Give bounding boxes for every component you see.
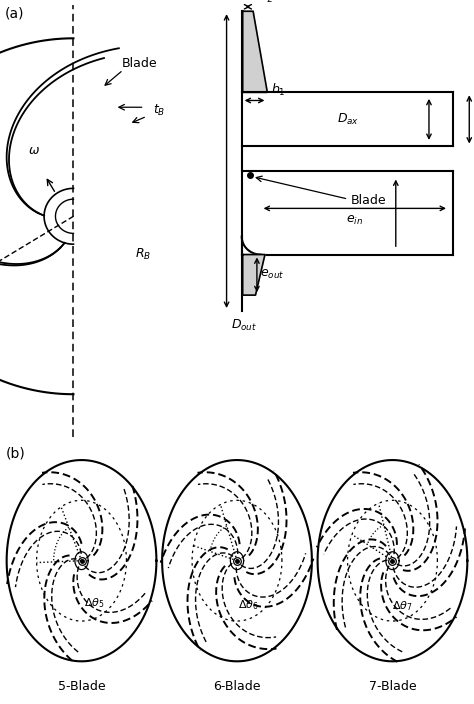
Text: 6-Blade: 6-Blade xyxy=(213,681,261,693)
Polygon shape xyxy=(243,255,265,295)
Text: (b): (b) xyxy=(6,446,26,460)
Text: $b_1$: $b_1$ xyxy=(271,82,286,99)
Text: $\Delta\theta_7$: $\Delta\theta_7$ xyxy=(392,599,412,613)
Text: $D_{out}$: $D_{out}$ xyxy=(231,318,257,333)
Text: Blade: Blade xyxy=(351,194,386,207)
Polygon shape xyxy=(243,11,267,92)
Text: $R_B$: $R_B$ xyxy=(135,247,151,262)
Text: $\Delta\theta_5$: $\Delta\theta_5$ xyxy=(84,596,105,610)
Text: $\Delta\theta_6$: $\Delta\theta_6$ xyxy=(238,598,258,612)
Text: Blade: Blade xyxy=(122,56,158,70)
Text: 5-Blade: 5-Blade xyxy=(58,681,105,693)
Text: $t_B$: $t_B$ xyxy=(153,103,165,118)
Text: $e_{out}$: $e_{out}$ xyxy=(260,268,284,282)
Text: $b_2$: $b_2$ xyxy=(259,0,273,4)
Text: 7-Blade: 7-Blade xyxy=(369,681,416,693)
Text: (a): (a) xyxy=(5,7,24,20)
Text: $D_{ax}$: $D_{ax}$ xyxy=(337,112,359,127)
Text: $\omega$: $\omega$ xyxy=(28,144,40,158)
Text: $e_{in}$: $e_{in}$ xyxy=(346,214,364,227)
